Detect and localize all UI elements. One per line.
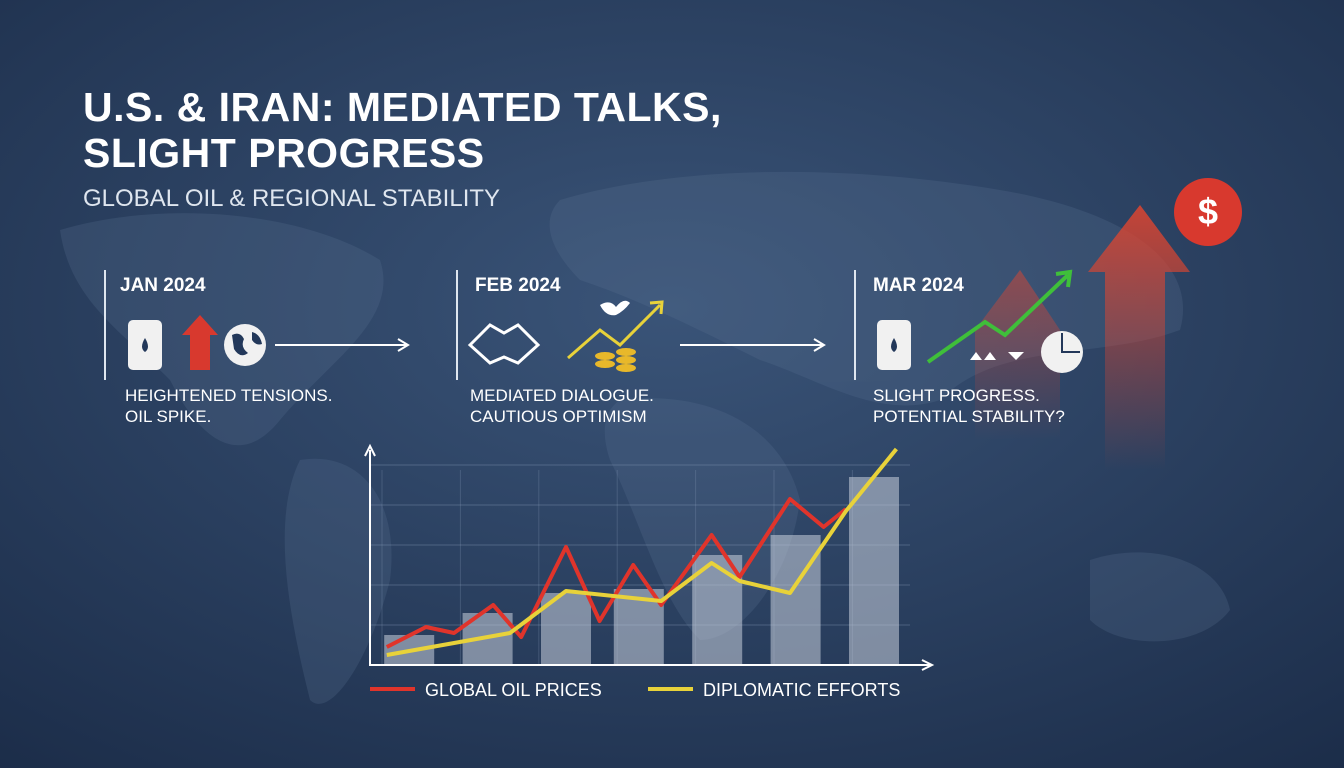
dollar-sign: $ xyxy=(1198,191,1218,232)
caption: SLIGHT PROGRESS. xyxy=(873,386,1040,405)
bar xyxy=(770,535,821,665)
subtitle: GLOBAL OIL & REGIONAL STABILITY xyxy=(83,185,500,212)
caption: CAUTIOUS OPTIMISM xyxy=(470,407,647,426)
line xyxy=(385,497,848,649)
caption: OIL SPIKE. xyxy=(125,407,211,426)
timeline: JAN 2024 FEB 2024 MAR 2024 HEIGHTENED TE… xyxy=(104,269,1083,426)
bar xyxy=(849,477,899,665)
caption: MEDIATED DIALOGUE. xyxy=(470,386,654,405)
axis-arrow xyxy=(364,443,935,671)
legend-label: DIPLOMATIC EFFORTS xyxy=(703,680,900,700)
chart: GLOBAL OIL PRICES DIPLOMATIC EFFORTS xyxy=(364,443,935,700)
title: U.S. & IRAN: MEDIATED TALKS, xyxy=(83,84,722,130)
date: JAN 2024 xyxy=(120,275,206,296)
big-arrow xyxy=(1088,205,1190,470)
caption: POTENTIAL STABILITY? xyxy=(873,407,1065,426)
legend-label: GLOBAL OIL PRICES xyxy=(425,680,602,700)
title: SLIGHT PROGRESS xyxy=(83,130,485,176)
world-map xyxy=(60,171,1230,704)
line xyxy=(386,447,898,657)
date: FEB 2024 xyxy=(475,275,561,296)
date: MAR 2024 xyxy=(873,275,964,296)
dollar-badge xyxy=(1174,178,1242,246)
axes xyxy=(369,450,930,666)
caption: HEIGHTENED TENSIONS. xyxy=(125,386,333,405)
